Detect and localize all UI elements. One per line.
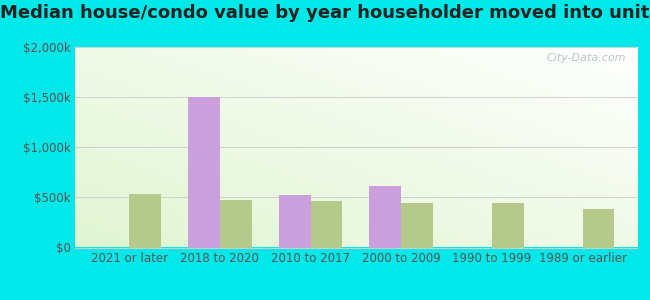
Bar [188, 97, 220, 248]
Bar [369, 186, 401, 248]
Text: City-Data.com: City-Data.com [546, 52, 626, 62]
Bar [401, 203, 433, 247]
Bar [279, 195, 311, 248]
Bar [582, 209, 614, 248]
Text: Median house/condo value by year householder moved into unit: Median house/condo value by year househo… [0, 4, 650, 22]
Bar [129, 194, 161, 248]
Bar [492, 203, 524, 247]
Bar [220, 200, 252, 247]
Bar [311, 201, 343, 248]
